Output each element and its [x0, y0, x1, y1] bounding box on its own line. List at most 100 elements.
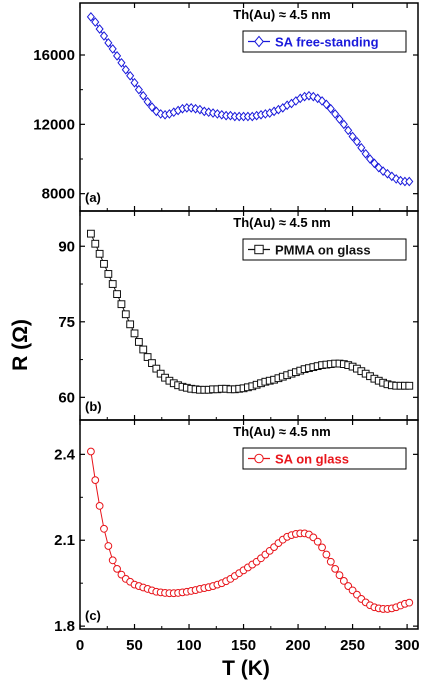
data-point [126, 70, 135, 81]
data-point [86, 12, 95, 22]
y-tick-label: 90 [58, 238, 75, 255]
data-point [104, 270, 113, 278]
y-tick-label: 60 [58, 389, 75, 406]
data-point [254, 244, 264, 255]
data-point [357, 142, 366, 153]
data-point [100, 524, 108, 533]
panel-a: 8000 12000 16000 Th(Au) ≈ 4.5 nm (a) SA free-… [33, 2, 419, 212]
y-tick-label: 2.1 [54, 532, 75, 549]
legend: PMMA on glass [242, 238, 407, 261]
data-point [108, 556, 117, 565]
data-point [139, 90, 148, 101]
data-point [113, 290, 121, 298]
series-pmma-on-glass [87, 229, 414, 394]
data-point [313, 537, 322, 546]
data-point [126, 320, 135, 329]
data-point [139, 345, 148, 354]
data-point [318, 543, 326, 552]
data-point [392, 174, 401, 184]
legend-box [242, 447, 407, 470]
data-point [147, 102, 157, 112]
data-point [95, 249, 104, 258]
panel-tag: (a) [85, 190, 101, 205]
data-point [95, 501, 104, 510]
data-point [130, 77, 139, 88]
data-point [335, 114, 344, 124]
x-tick-label: 150 [231, 637, 256, 654]
legend-label: SA on glass [275, 452, 349, 467]
data-point [254, 35, 264, 48]
panel-tag: (b) [85, 399, 102, 414]
data-point [365, 154, 375, 164]
data-point [91, 476, 100, 485]
data-point [113, 51, 122, 61]
data-point [99, 31, 109, 41]
data-point [91, 239, 100, 248]
y-tick-label: 8000 [42, 186, 75, 203]
x-tick-label: 250 [340, 637, 365, 654]
data-point [344, 125, 353, 136]
data-point [130, 329, 139, 338]
data-point [148, 359, 156, 367]
data-point [152, 364, 161, 373]
panel-tag: (c) [85, 608, 101, 623]
data-point [361, 148, 370, 159]
legend-label: SA free-standing [275, 35, 379, 50]
thickness-annotation: Th(Au) ≈ 4.5 nm [233, 215, 330, 230]
data-point [326, 103, 335, 114]
data-point [322, 99, 331, 110]
data-point [331, 564, 340, 573]
data-point [134, 338, 143, 346]
panel-b: 60 75 90 Th(Au) ≈ 4.5 nm (b) PMMA on glass [58, 210, 419, 421]
legend-box [242, 30, 407, 53]
data-point [117, 57, 126, 68]
data-point [108, 280, 117, 288]
plot-frame [79, 419, 419, 630]
data-point [91, 17, 100, 27]
data-point [113, 564, 121, 573]
chart-panels: 8000 12000 16000 Th(Au) ≈ 4.5 nm (a) SA free-… [33, 2, 419, 635]
data-point [326, 557, 335, 566]
data-point [104, 542, 113, 550]
data-point [405, 381, 414, 390]
series-sa-free-standing [86, 12, 414, 187]
data-point [117, 300, 126, 309]
panel-c: 1.8 2.1 2.4 Th(Au) ≈ 4.5 nm (c) SA on glass [54, 419, 419, 635]
x-tick-label: 300 [395, 637, 420, 654]
data-point [309, 91, 318, 102]
x-tick-label: 0 [76, 637, 84, 654]
legend-label: PMMA on glass [275, 243, 371, 258]
y-tick-label: 12000 [33, 116, 75, 133]
data-point [87, 229, 95, 238]
y-tick-label: 2.4 [54, 446, 76, 463]
x-axis-tick-labels: 0 50 100 150 200 250 300 [76, 637, 420, 654]
data-point [405, 176, 414, 187]
data-point [339, 577, 348, 585]
x-tick-label: 50 [126, 637, 143, 654]
y-tick-label: 75 [58, 314, 75, 331]
data-point [254, 453, 264, 464]
data-point [352, 136, 361, 147]
x-tick-label: 200 [286, 637, 311, 654]
data-point [322, 550, 331, 559]
legend: SA on glass [242, 447, 407, 470]
data-point [379, 166, 388, 176]
data-point [156, 369, 165, 378]
y-tick-label: 1.8 [54, 618, 75, 635]
thickness-annotation: Th(Au) ≈ 4.5 nm [233, 7, 330, 22]
data-point [121, 64, 130, 75]
y-tick-label: 16000 [33, 47, 75, 64]
data-point [95, 24, 104, 34]
data-point [335, 571, 344, 580]
data-point [143, 353, 152, 361]
data-point [370, 158, 379, 169]
data-point [143, 96, 152, 107]
x-tick-label: 100 [177, 637, 202, 654]
data-point [104, 38, 113, 48]
data-point [121, 310, 130, 319]
data-point [87, 447, 95, 456]
series-sa-on-glass [87, 447, 414, 613]
x-axis-title: T (K) [222, 657, 270, 680]
data-point [348, 131, 357, 142]
